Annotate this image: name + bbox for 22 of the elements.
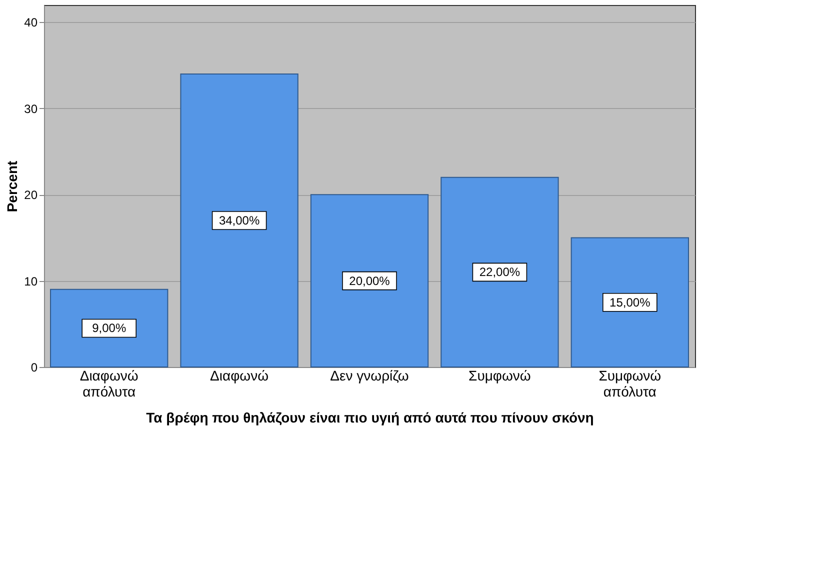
y-tick-label: 40	[24, 16, 38, 30]
y-tick-label: 10	[24, 274, 38, 288]
x-tick-label: Διαφωνώ	[210, 368, 269, 384]
y-tick-label: 30	[24, 102, 38, 116]
bar	[50, 288, 168, 368]
data-label: 9,00%	[92, 321, 126, 336]
data-label: 34,00%	[218, 213, 260, 228]
y-axis-title: Percent	[4, 160, 20, 212]
x-tick-label: Δεν γνωρίζω	[330, 368, 409, 384]
y-tick-label: 0	[30, 360, 38, 374]
bar	[570, 237, 689, 368]
data-label: 15,00%	[610, 295, 651, 310]
x-tick-label: Συμφωνώ	[468, 368, 531, 384]
bar	[440, 176, 559, 368]
data-label: 22,00%	[479, 265, 520, 280]
bar	[310, 194, 429, 368]
x-axis-title: Τα βρέφη που θηλάζουν είναι πιο υγιή από αυτά που πίνουν σκόνη	[146, 410, 594, 426]
data-label: 20,00%	[349, 274, 390, 288]
x-tick-label: Συμφωνώ απόλυτα	[598, 368, 662, 400]
y-tick-label: 20	[24, 188, 38, 202]
bar	[180, 73, 298, 368]
x-tick-label: Διαφωνώ απόλυτα	[80, 368, 138, 400]
